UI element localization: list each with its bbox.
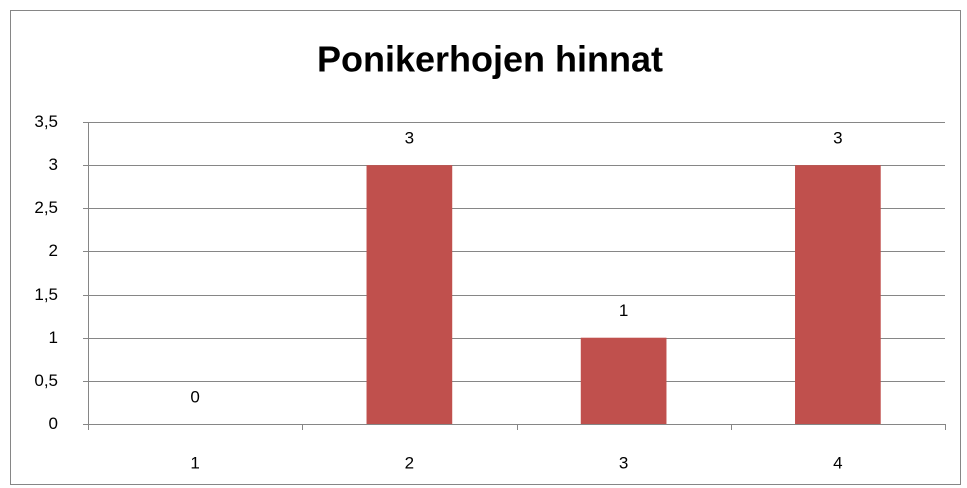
y-tick-label: 0 [49,414,58,433]
y-tick-label: 3,5 [34,112,58,131]
data-label: 0 [190,387,199,406]
bar [366,165,453,424]
x-tick-label: 1 [190,453,199,472]
data-label: 1 [619,301,628,320]
y-tick-label: 2 [49,241,58,260]
bar [580,337,667,424]
y-tick-label: 0,5 [34,371,58,390]
y-tick-label: 1,5 [34,285,58,304]
data-label: 3 [405,129,414,148]
x-tick-label: 4 [833,453,842,472]
y-tick-label: 2,5 [34,198,58,217]
bar [795,165,881,424]
x-tick-label: 3 [619,453,628,472]
x-tick-label: 2 [405,453,414,472]
y-tick-label: 1 [49,328,58,347]
data-label: 3 [833,129,842,148]
y-tick-label: 3 [49,155,58,174]
chart-title: Ponikerhojen hinnat [317,39,663,80]
